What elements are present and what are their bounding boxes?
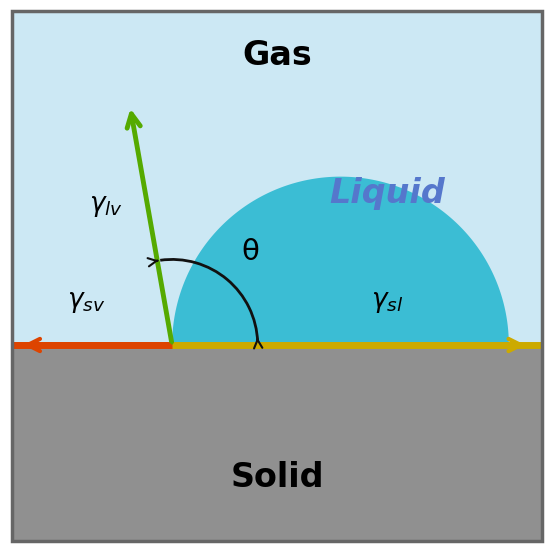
- Text: $\gamma_{sv}$: $\gamma_{sv}$: [68, 289, 106, 315]
- Bar: [12, 345, 542, 541]
- Text: θ: θ: [241, 238, 259, 266]
- Text: $\gamma_{sl}$: $\gamma_{sl}$: [371, 289, 403, 315]
- Text: $\gamma_{lv}$: $\gamma_{lv}$: [89, 193, 123, 219]
- Text: Gas: Gas: [242, 39, 312, 72]
- Text: Liquid: Liquid: [330, 177, 445, 210]
- Bar: [12, 11, 542, 345]
- Text: Solid: Solid: [230, 461, 324, 494]
- Polygon shape: [172, 177, 509, 345]
